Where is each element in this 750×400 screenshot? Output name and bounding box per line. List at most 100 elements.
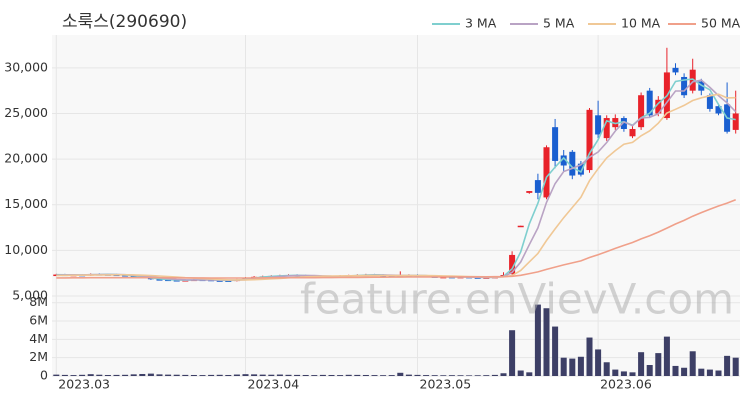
- volume-bar: [698, 368, 705, 376]
- volume-bar: [259, 374, 266, 376]
- volume-bar: [672, 365, 679, 376]
- volume-bar: [53, 374, 60, 376]
- chart-title: 소룩스(290690): [62, 12, 187, 32]
- volume-bar: [629, 372, 636, 376]
- volume-bar: [251, 374, 258, 376]
- candle-body: [586, 109, 593, 171]
- volume-bar: [388, 375, 395, 376]
- volume-bar: [474, 375, 481, 376]
- volume-bar: [122, 374, 129, 376]
- legend-label: 5 MA: [543, 16, 575, 31]
- candle-body: [517, 225, 524, 228]
- candle-body: [534, 180, 541, 193]
- volume-bar: [534, 304, 541, 376]
- legend-label: 10 MA: [621, 16, 661, 31]
- candle-body: [672, 67, 679, 73]
- volume-bar: [543, 308, 550, 376]
- volume-tick-label: 6M: [29, 313, 48, 328]
- x-tick-label: 2023.06: [600, 377, 652, 392]
- volume-bar: [61, 374, 68, 376]
- volume-bar: [706, 369, 713, 376]
- x-tick-label: 2023.05: [420, 377, 472, 392]
- watermark: feature.enVievV.com: [300, 275, 734, 324]
- volume-bar: [337, 375, 344, 376]
- volume-bar: [466, 375, 473, 376]
- volume-bar: [517, 370, 524, 376]
- plot-background: [52, 35, 740, 376]
- volume-bar: [216, 374, 223, 376]
- volume-bar: [586, 337, 593, 376]
- volume-bar: [552, 326, 559, 376]
- candle-body: [629, 128, 636, 137]
- volume-bar: [302, 374, 309, 376]
- volume-bar: [156, 374, 163, 376]
- volume-bar: [577, 356, 584, 376]
- volume-bar: [311, 375, 318, 376]
- volume-tick-label: 2M: [29, 349, 48, 364]
- volume-bar: [362, 374, 369, 376]
- volume-bar: [405, 374, 412, 376]
- x-tick-label: 2023.04: [248, 377, 300, 392]
- candle-body: [577, 163, 584, 175]
- legend-label: 3 MA: [465, 16, 497, 31]
- volume-bar: [199, 375, 206, 376]
- volume-bar: [423, 375, 430, 376]
- candle-body: [552, 127, 559, 161]
- volume-tick-label: 8M: [29, 294, 48, 309]
- volume-bar: [190, 374, 197, 376]
- volume-bar: [354, 374, 361, 376]
- volume-bar: [663, 336, 670, 376]
- volume-bar: [294, 374, 301, 376]
- volume-bar: [165, 374, 172, 376]
- volume-bar: [732, 357, 739, 376]
- candle-body: [216, 280, 223, 282]
- y-tick-label: 15,000: [4, 196, 48, 211]
- candle-body: [509, 254, 516, 275]
- volume-bar: [328, 374, 335, 376]
- y-tick-label: 5,000: [12, 288, 48, 303]
- volume-bar: [595, 349, 602, 376]
- legend-label: 50 MA: [701, 16, 741, 31]
- candle-body: [706, 95, 713, 109]
- volume-tick-label: 4M: [29, 331, 48, 346]
- candle-body: [689, 69, 696, 91]
- candle-body: [543, 147, 550, 198]
- volume-bar: [96, 374, 103, 376]
- volume-bar: [491, 374, 498, 376]
- y-tick-label: 10,000: [4, 242, 48, 257]
- volume-bar: [371, 375, 378, 376]
- candle-body: [526, 191, 533, 193]
- volume-bar: [440, 375, 447, 376]
- candle-body: [732, 113, 739, 130]
- candle-body: [595, 115, 602, 135]
- candle-body: [612, 118, 619, 128]
- ma-line: [56, 93, 736, 281]
- volume-bar: [638, 352, 645, 376]
- volume-bar: [603, 362, 610, 376]
- volume-bar: [457, 375, 464, 376]
- volume-bar: [509, 330, 516, 376]
- volume-bar: [560, 357, 567, 376]
- volume-bar: [70, 375, 77, 376]
- ma-line: [56, 199, 736, 279]
- volume-bar: [285, 374, 292, 376]
- volume-bar: [208, 374, 215, 376]
- x-tick-label: 2023.03: [58, 377, 110, 392]
- volume-bar: [431, 375, 438, 376]
- volume-bar: [79, 374, 86, 376]
- volume-bar: [483, 375, 490, 376]
- volume-bar: [380, 375, 387, 376]
- y-tick-label: 25,000: [4, 105, 48, 120]
- candle-body: [646, 90, 653, 116]
- volume-bar: [689, 351, 696, 376]
- volume-bar: [319, 374, 326, 376]
- volume-bar: [646, 365, 653, 376]
- volume-bar: [620, 371, 627, 376]
- y-tick-label: 30,000: [4, 59, 48, 74]
- volume-bar: [681, 367, 688, 376]
- volume-bar: [448, 375, 455, 376]
- volume-bar: [612, 369, 619, 376]
- candle-body: [715, 106, 722, 114]
- volume-bar: [233, 374, 240, 376]
